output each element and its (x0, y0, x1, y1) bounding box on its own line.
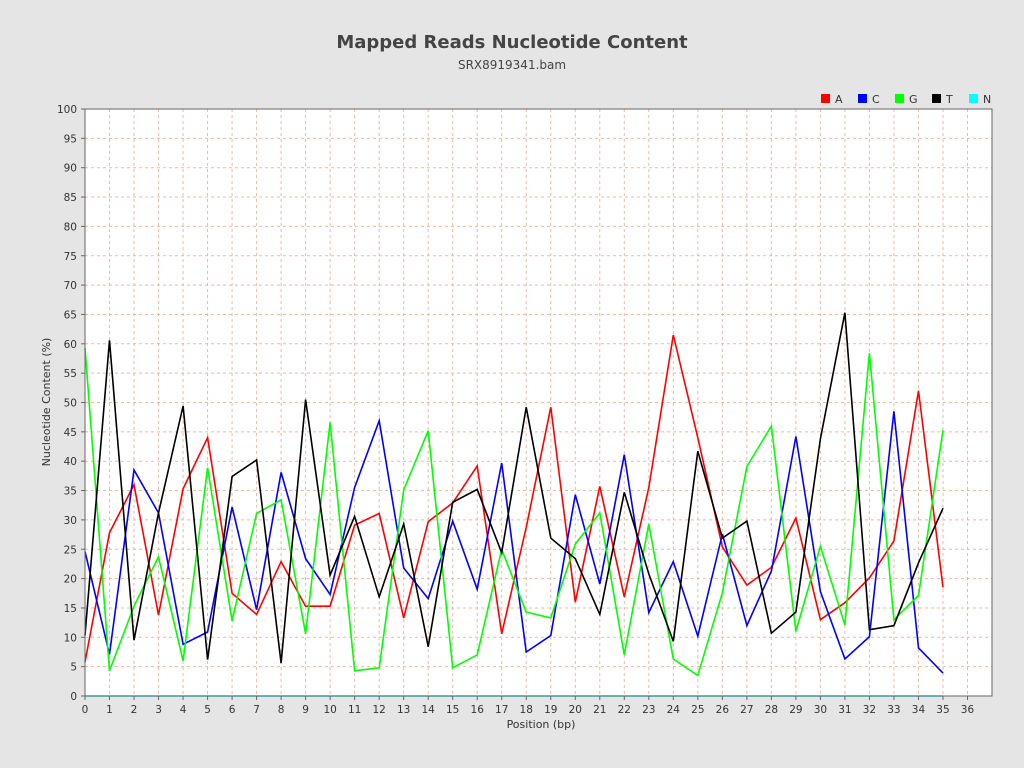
y-tick-label: 15 (64, 603, 77, 615)
y-tick-label: 30 (64, 515, 77, 527)
x-tick-label: 36 (961, 704, 975, 716)
y-axis-label: Nucleotide Content (%) (40, 338, 53, 467)
y-tick-label: 0 (70, 691, 77, 703)
x-tick-label: 14 (422, 704, 436, 716)
x-tick-label: 2 (131, 704, 138, 716)
x-tick-label: 4 (180, 704, 187, 716)
x-tick-label: 18 (520, 704, 533, 716)
y-tick-label: 85 (64, 192, 77, 204)
legend-label-T: T (945, 93, 953, 106)
x-tick-label: 24 (667, 704, 681, 716)
y-tick-label: 70 (64, 280, 77, 292)
x-axis-ticks: 0 1 2 3 4 5 6 7 8 9 10 11 12 13 14 15 16 17 18 19 20 21 22 23 24… (82, 696, 975, 716)
chart-title: Mapped Reads Nucleotide Content (336, 32, 688, 53)
series-line-G (84, 347, 944, 677)
x-tick-label: 1 (106, 704, 113, 716)
y-tick-label: 50 (64, 398, 77, 410)
x-tick-label: 31 (838, 704, 851, 716)
x-tick-label: 21 (593, 704, 606, 716)
x-tick-label: 12 (372, 704, 385, 716)
y-tick-label: 45 (64, 427, 77, 439)
legend-label-G: G (909, 93, 918, 106)
x-tick-label: 17 (495, 704, 508, 716)
series-line-T (84, 312, 944, 664)
x-tick-label: 27 (740, 704, 753, 716)
x-tick-label: 20 (569, 704, 582, 716)
x-tick-label: 19 (544, 704, 557, 716)
y-tick-label: 65 (64, 309, 77, 321)
x-tick-label: 11 (348, 704, 361, 716)
y-tick-label: 80 (64, 221, 77, 233)
x-tick-label: 35 (936, 704, 949, 716)
x-tick-label: 7 (253, 704, 260, 716)
y-tick-label: 5 (70, 662, 77, 674)
y-tick-label: 55 (64, 368, 77, 380)
legend-swatch-N (969, 94, 978, 103)
legend-swatch-T (932, 94, 941, 103)
x-tick-label: 28 (765, 704, 778, 716)
x-tick-label: 15 (446, 704, 459, 716)
x-tick-label: 26 (716, 704, 730, 716)
x-tick-label: 8 (278, 704, 285, 716)
x-tick-label: 23 (642, 704, 655, 716)
y-tick-label: 90 (64, 163, 77, 175)
x-tick-label: 33 (887, 704, 900, 716)
x-tick-label: 3 (155, 704, 162, 716)
legend-label-N: N (983, 93, 991, 106)
y-tick-label: 95 (64, 133, 77, 145)
x-tick-label: 32 (863, 704, 876, 716)
y-axis-ticks: 0 5 10 15 20 25 30 35 40 45 50 55 60 65 70 75 80 85 90 95 10… (57, 104, 85, 703)
x-tick-label: 25 (691, 704, 704, 716)
legend-swatch-C (858, 94, 867, 103)
x-tick-label: 29 (789, 704, 802, 716)
y-tick-label: 75 (64, 251, 77, 263)
x-axis-label: Position (bp) (507, 718, 576, 731)
x-tick-label: 10 (323, 704, 336, 716)
y-tick-label: 40 (64, 456, 77, 468)
chart-subtitle: SRX8919341.bam (458, 58, 566, 72)
x-tick-label: 34 (912, 704, 926, 716)
x-tick-label: 22 (618, 704, 631, 716)
series-line-C (84, 411, 944, 674)
y-tick-label: 60 (64, 339, 77, 351)
y-tick-label: 20 (64, 574, 77, 586)
x-tick-label: 5 (204, 704, 211, 716)
x-tick-label: 16 (471, 704, 485, 716)
legend-label-C: C (872, 93, 880, 106)
y-tick-label: 10 (64, 632, 77, 644)
x-tick-label: 0 (82, 704, 89, 716)
x-tick-label: 30 (814, 704, 827, 716)
legend-swatch-A (821, 94, 830, 103)
y-tick-label: 35 (64, 486, 77, 498)
legend-swatch-G (895, 94, 904, 103)
x-tick-label: 6 (229, 704, 236, 716)
y-tick-label: 25 (64, 544, 77, 556)
x-tick-label: 13 (397, 704, 410, 716)
x-tick-label: 9 (302, 704, 309, 716)
y-tick-label: 100 (57, 104, 77, 116)
legend-label-A: A (835, 93, 843, 106)
